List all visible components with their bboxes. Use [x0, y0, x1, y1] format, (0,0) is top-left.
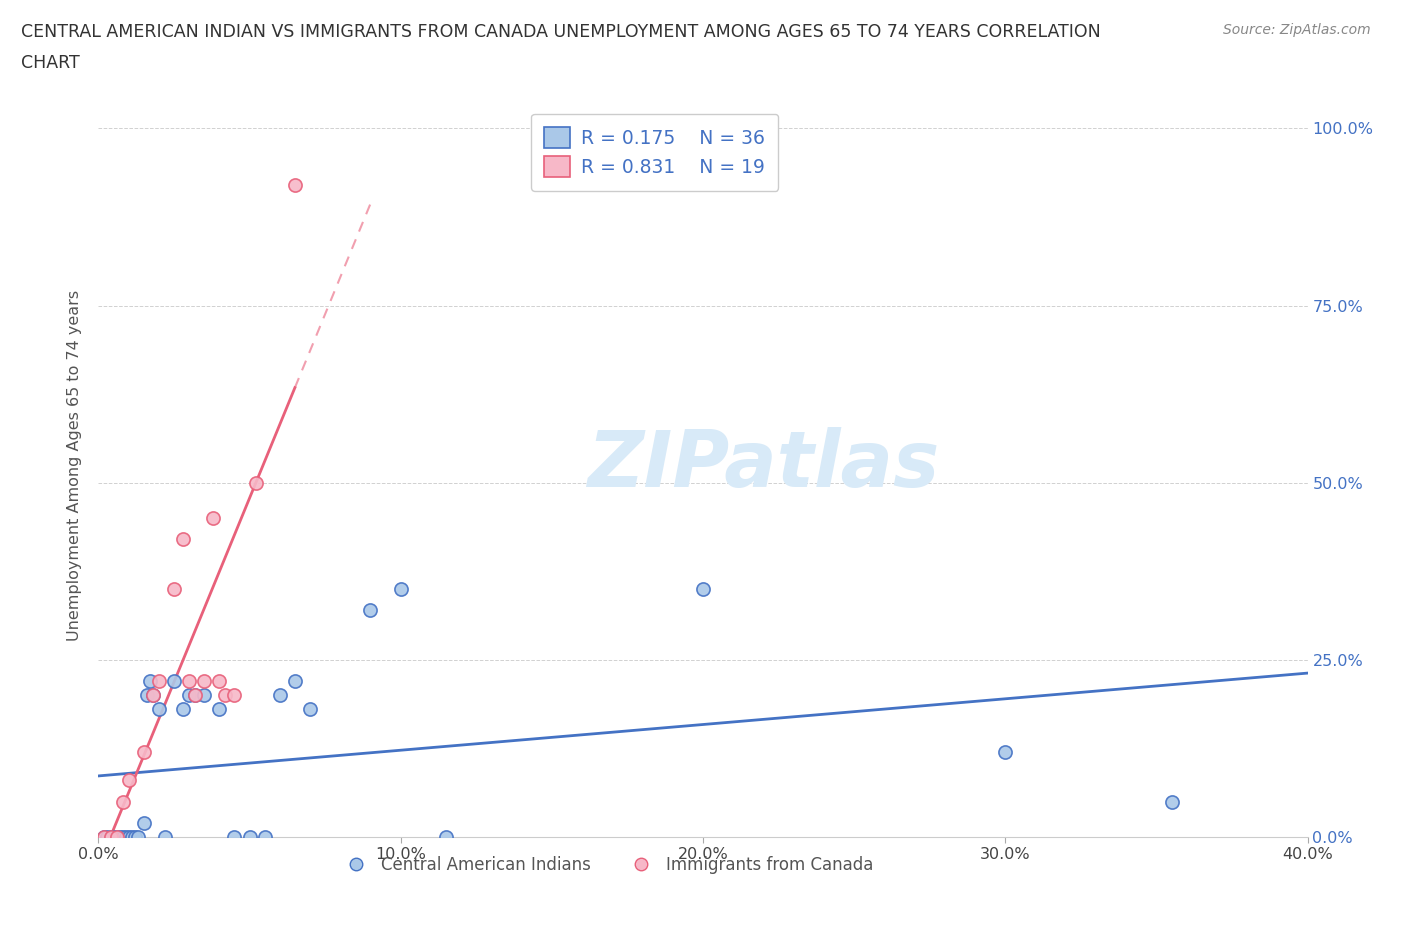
Point — [360, 603, 382, 618]
Y-axis label: Unemployment Among Ages 65 to 74 years: Unemployment Among Ages 65 to 74 years — [67, 289, 83, 641]
Point — [100, 830, 122, 844]
Point — [124, 830, 146, 844]
Point — [142, 688, 165, 703]
Point — [100, 830, 122, 844]
Point — [108, 830, 131, 844]
Point — [139, 673, 162, 688]
Point — [245, 475, 267, 490]
Point — [284, 673, 307, 688]
Point — [132, 816, 155, 830]
Legend: Central American Indians, Immigrants from Canada: Central American Indians, Immigrants fro… — [333, 849, 880, 881]
Point — [224, 688, 246, 703]
Point — [193, 673, 215, 688]
Point — [692, 581, 714, 596]
Point — [132, 745, 155, 760]
Text: ZIPatlas: ZIPatlas — [588, 427, 939, 503]
Point — [389, 581, 412, 596]
Point — [135, 688, 157, 703]
Point — [172, 702, 194, 717]
Point — [118, 830, 141, 844]
Point — [208, 702, 231, 717]
Point — [148, 673, 170, 688]
Point — [148, 702, 170, 717]
Point — [114, 830, 136, 844]
Text: CENTRAL AMERICAN INDIAN VS IMMIGRANTS FROM CANADA UNEMPLOYMENT AMONG AGES 65 TO : CENTRAL AMERICAN INDIAN VS IMMIGRANTS FR… — [21, 23, 1101, 41]
Point — [253, 830, 276, 844]
Point — [299, 702, 322, 717]
Point — [93, 830, 115, 844]
Point — [163, 673, 186, 688]
Point — [163, 581, 186, 596]
Point — [103, 830, 125, 844]
Point — [1160, 794, 1182, 809]
Point — [269, 688, 291, 703]
Point — [111, 830, 134, 844]
Point — [214, 688, 236, 703]
Point — [127, 830, 149, 844]
Point — [179, 673, 201, 688]
Point — [111, 794, 134, 809]
Point — [172, 532, 194, 547]
Point — [434, 830, 457, 844]
Point — [284, 178, 307, 193]
Point — [96, 830, 118, 844]
Point — [184, 688, 207, 703]
Point — [179, 688, 201, 703]
Point — [105, 830, 128, 844]
Point — [208, 673, 231, 688]
Point — [118, 773, 141, 788]
Text: CHART: CHART — [21, 54, 80, 72]
Point — [239, 830, 262, 844]
Point — [93, 830, 115, 844]
Point — [193, 688, 215, 703]
Point — [224, 830, 246, 844]
Text: Source: ZipAtlas.com: Source: ZipAtlas.com — [1223, 23, 1371, 37]
Point — [994, 745, 1017, 760]
Point — [202, 511, 225, 525]
Point — [142, 688, 165, 703]
Point — [153, 830, 176, 844]
Point — [184, 688, 207, 703]
Point — [121, 830, 143, 844]
Point — [105, 830, 128, 844]
